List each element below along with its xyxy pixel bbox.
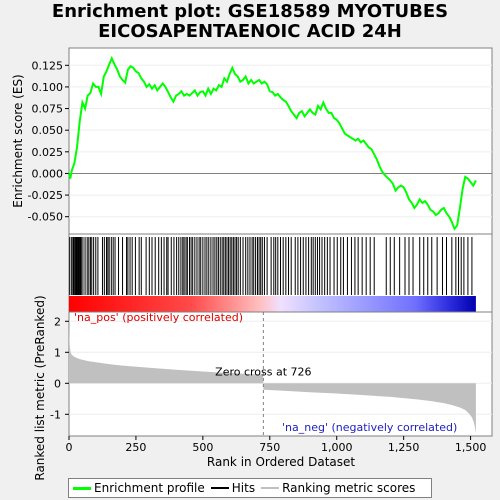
- es-y-tick-label: 0.100: [32, 81, 64, 94]
- legend-item-hits: Hits: [210, 481, 256, 495]
- ranking-metric-area: [69, 318, 476, 434]
- chart-title-line2: EICOSAPENTAENOIC ACID 24H: [98, 21, 402, 42]
- x-tick-label: 0: [66, 441, 73, 454]
- na-pos-label: 'na_pos' (positively correlated): [74, 311, 243, 324]
- x-tick-label: 1,000: [321, 441, 353, 454]
- x-tick-label: 750: [259, 441, 280, 454]
- legend-label-ranking: Ranking metric scores: [282, 481, 416, 495]
- es-y-axis-label: Enrichment score (ES): [11, 74, 25, 207]
- chart-title-line1: Enrichment plot: GSE18589 MYOTUBES: [51, 1, 449, 22]
- metric-y-tick-label: -1: [50, 408, 61, 421]
- legend-swatch-ranking: [261, 487, 280, 489]
- rank-color-bar: [69, 296, 476, 312]
- chart-title: Enrichment plot: GSE18589 MYOTUBES EICOS…: [0, 2, 500, 42]
- es-y-tick-label: -0.025: [28, 189, 63, 202]
- legend-item-enrichment-profile: Enrichment profile: [73, 481, 205, 495]
- es-y-tick-label: 0.050: [32, 124, 64, 137]
- metric-y-tick-label: 1: [54, 346, 61, 359]
- legend: Enrichment profile Hits Ranking metric s…: [68, 478, 432, 498]
- metric-y-axis-label: Ranked list metric (PreRanked): [33, 295, 47, 480]
- x-tick-label: 500: [192, 441, 213, 454]
- enrichment-profile-line: [68, 55, 477, 231]
- es-y-tick-label: -0.050: [28, 211, 63, 224]
- x-tick-label: 1,500: [455, 441, 487, 454]
- es-y-tick-label: 0.075: [32, 103, 64, 116]
- metric-y-tick-label: 0: [54, 377, 61, 390]
- es-y-tick-label: 0.025: [32, 146, 64, 159]
- x-tick-label: 1,250: [388, 441, 420, 454]
- es-y-tick-label: 0.125: [32, 59, 64, 72]
- legend-swatch-hits: [210, 487, 229, 489]
- metric-y-tick-label: 2: [54, 315, 61, 328]
- es-y-tick-label: 0.000: [32, 167, 64, 180]
- legend-item-ranking-metric: Ranking metric scores: [261, 481, 415, 495]
- legend-label-hits: Hits: [231, 481, 256, 495]
- x-tick-label: 250: [125, 441, 146, 454]
- legend-label-enrichment: Enrichment profile: [94, 481, 205, 495]
- legend-swatch-enrichment: [73, 486, 91, 490]
- na-neg-label: 'na_neg' (negatively correlated): [282, 421, 457, 434]
- x-axis-label: Rank in Ordered Dataset: [207, 455, 355, 469]
- zero-cross-annotation: Zero cross at 726: [215, 365, 311, 378]
